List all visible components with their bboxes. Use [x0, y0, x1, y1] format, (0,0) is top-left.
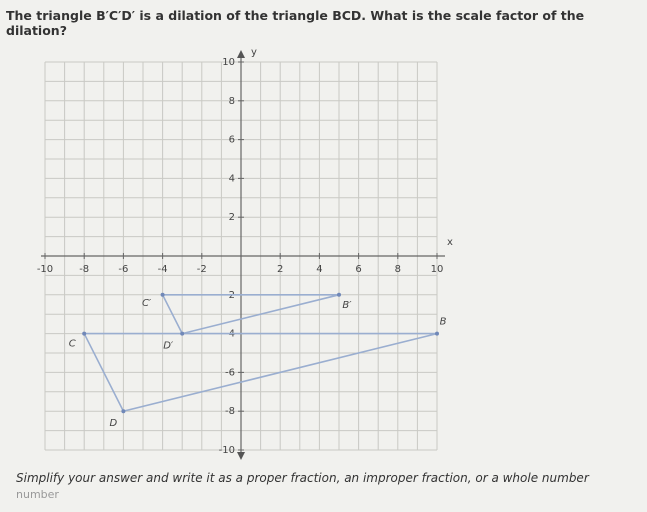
y-tick-label: -6 [225, 367, 235, 378]
x-tick-label: 6 [355, 264, 361, 275]
axis-arrow [237, 452, 245, 460]
triangle [161, 294, 340, 335]
vertex [337, 292, 341, 297]
triangle [82, 332, 438, 413]
y-tick-label: 10 [222, 57, 235, 68]
x-tick-label: 10 [431, 264, 444, 275]
x-tick-label: 8 [395, 264, 401, 275]
vertex [180, 331, 185, 336]
instruction: Simplify your answer and write it as a p… [16, 471, 589, 485]
x-tick-label: -6 [118, 264, 128, 275]
x-tick-label: 2 [277, 264, 283, 275]
vertex-label: B′ [342, 300, 352, 311]
y-tick-label: -10 [219, 445, 235, 456]
x-tick-label: -8 [79, 264, 89, 275]
y-tick-label: 6 [229, 135, 235, 146]
vertex [82, 331, 87, 336]
vertex [435, 331, 439, 336]
y-tick-label: 8 [229, 96, 235, 107]
vertex-label: C [69, 339, 76, 350]
axis-label: x [447, 237, 453, 248]
x-tick-label: -4 [158, 264, 168, 275]
vertex-label: D′ [163, 341, 174, 352]
vertex [121, 409, 126, 414]
vertex-label: B [440, 317, 447, 328]
axis-arrow [237, 50, 245, 58]
answer-input[interactable]: number [16, 488, 59, 501]
vertex-label: D [110, 418, 118, 429]
y-tick-label: 4 [229, 173, 235, 184]
x-tick-label: 4 [316, 264, 322, 275]
vertex [160, 292, 165, 297]
graph: xy-10 -8 -6 -4 -2 2 4 6 8 10-10-8-6-4-2246810BCDB… [37, 47, 453, 460]
x-tick-label: -2 [197, 264, 207, 275]
axis-label: y [251, 47, 257, 58]
x-tick-label: -10 [37, 264, 53, 275]
y-tick-label: 2 [229, 212, 235, 223]
vertex-label: C′ [142, 298, 152, 309]
question: The triangle B′C′D′ is a dilation of the… [6, 8, 585, 38]
y-tick-label: -8 [225, 406, 235, 417]
